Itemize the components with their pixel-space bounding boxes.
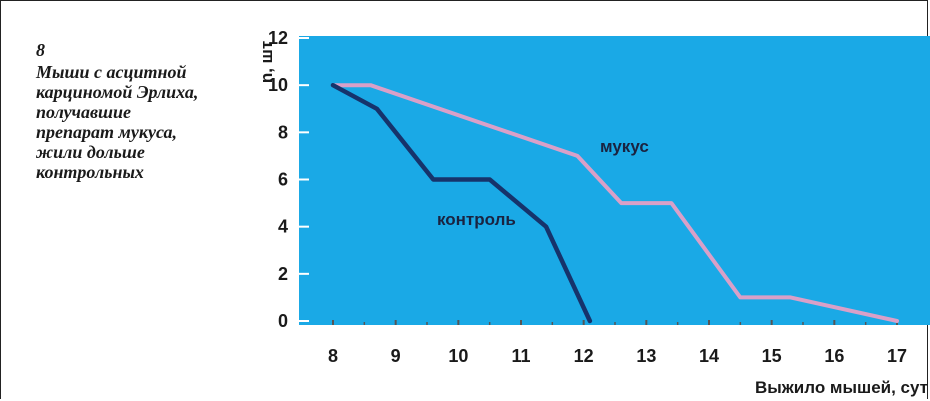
plot-area	[299, 36, 930, 325]
x-tick-label: 12	[574, 346, 594, 366]
y-tick-label: 10	[268, 75, 288, 95]
y-axis: 0 2 4 6 8 10 12	[268, 28, 309, 331]
series-layer	[330, 82, 899, 324]
caption-line: контрольных	[36, 162, 144, 182]
caption-line: получавшие	[36, 102, 132, 122]
y-tick-label: 12	[268, 28, 288, 48]
x-tick-label: 11	[511, 346, 530, 366]
series-label-mucus: мукус	[600, 137, 649, 156]
figure-caption: 8 Мыши с асцитной карциномой Эрлиха, пол…	[36, 40, 236, 182]
y-tick-label: 0	[278, 311, 288, 331]
series-label-control: контроль	[437, 210, 516, 229]
x-axis: 8 9 10 11 12 13 14 15 16 17	[328, 320, 907, 366]
y-tick-label: 8	[278, 122, 288, 142]
y-tick-label: 6	[278, 170, 288, 190]
caption-line: Мыши с асцитной	[36, 62, 187, 82]
y-axis-title: n, шт	[257, 41, 276, 83]
figure-number: 8	[36, 40, 45, 60]
caption-line: жили дольше	[36, 142, 145, 162]
x-tick-label: 10	[448, 346, 468, 366]
y-tick-label: 4	[278, 217, 288, 237]
caption-line: препарат мукуса,	[36, 122, 177, 142]
x-tick-label: 16	[824, 346, 844, 366]
series-line-control	[330, 82, 593, 324]
x-tick-label: 15	[762, 346, 782, 366]
x-tick-label: 14	[699, 346, 719, 366]
x-tick-label: 13	[636, 346, 656, 366]
x-tick-label: 9	[391, 346, 401, 366]
x-axis-title: Выжило мышей, сут	[755, 378, 928, 397]
series-line-mucus	[331, 83, 899, 323]
x-tick-label: 8	[328, 346, 338, 366]
caption-line: карциномой Эрлиха,	[36, 82, 199, 102]
x-tick-label: 17	[887, 346, 907, 366]
y-tick-label: 2	[278, 264, 288, 284]
